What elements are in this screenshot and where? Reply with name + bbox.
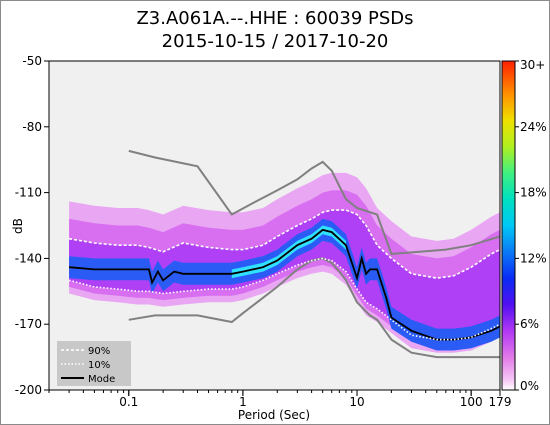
colorbar-tick-label: 24% [520, 120, 547, 134]
y-tick-label: -110 [15, 186, 42, 200]
axes: -50 -80 -110 -140 -170 -200 0.1 1 10 100 179 [15, 54, 512, 409]
psd-band-inner [69, 210, 500, 340]
chart-subtitle: 2015-10-15 / 2017-10-20 [161, 31, 389, 52]
chart-title: Z3.A061A.--.HHE : 60039 PSDs [136, 8, 414, 29]
x-tick-label: 0.1 [119, 395, 138, 409]
p90-line [68, 209, 500, 279]
colorbar-tick-label: 18% [520, 186, 547, 200]
colorbar [501, 60, 516, 391]
legend-label-90: 90% [88, 346, 110, 357]
legend-label-mode: Mode [88, 374, 115, 385]
legend-label-10: 10% [88, 360, 110, 371]
colorbar-tick-label: 30+ [520, 58, 545, 72]
mode-line [69, 228, 500, 341]
plot-border [48, 60, 501, 391]
y-tick-label: -50 [22, 54, 42, 68]
y-tick-label: -200 [15, 383, 42, 397]
x-axis-label: Period (Sec) [238, 408, 310, 422]
noise-model-nlnm [128, 257, 500, 359]
x-tick-label: 100 [460, 395, 483, 409]
x-tick-label: 179 [489, 395, 512, 409]
noise-models [128, 149, 500, 359]
colorbar-tick-label: 12% [520, 251, 547, 265]
colorbar-tick-label: 6% [520, 317, 539, 331]
noise-model-nhnm [128, 149, 500, 256]
y-axis-label: dB [11, 218, 25, 234]
colorbar-tick-label: 0% [520, 379, 539, 393]
legend: 90% 10% Mode [57, 341, 131, 386]
x-tick-label: 1 [239, 395, 247, 409]
x-tick-label: 10 [349, 395, 364, 409]
y-tick-label: -80 [22, 120, 42, 134]
y-tick-label: -140 [15, 251, 42, 265]
y-tick-label: -170 [15, 317, 42, 331]
p10-line [68, 257, 500, 341]
colorbar-ticks: 0% 6% 12% 18% 24% 30+ [515, 58, 547, 393]
percentile-lines [68, 209, 500, 341]
